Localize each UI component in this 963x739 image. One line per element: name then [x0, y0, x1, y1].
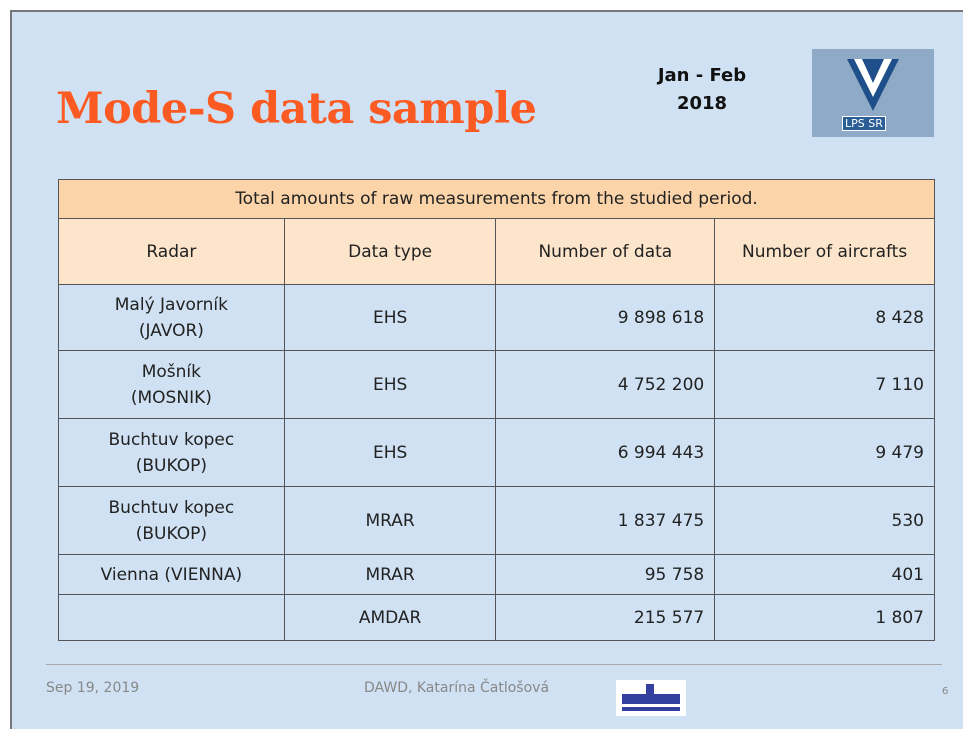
- footer-rule: [46, 664, 942, 665]
- table-row: Buchtuv kopec (BUKOP) MRAR 1 837 475 530: [58, 486, 935, 555]
- table-cell: Buchtuv kopec (BUKOP): [58, 418, 285, 487]
- table-cell: EHS: [283, 350, 497, 419]
- table-caption: Total amounts of raw measurements from t…: [58, 179, 935, 219]
- data-table: Total amounts of raw measurements from t…: [58, 179, 935, 641]
- table-cell: 401: [714, 554, 935, 595]
- column-header: Data type: [283, 218, 497, 285]
- slide: Mode-S data sample Jan - Feb 2018 LPS SR…: [10, 10, 963, 729]
- table-cell: 9 898 618: [495, 284, 716, 351]
- table-cell: Malý Javorník (JAVOR): [58, 284, 285, 351]
- table-cell: 1 807: [714, 594, 935, 641]
- table-cell: Vienna (VIENNA): [58, 554, 285, 595]
- table-cell: 530: [714, 486, 935, 555]
- footer-author: DAWD, Katarína Čatlošová: [364, 680, 550, 696]
- table-cell: 4 752 200: [495, 350, 716, 419]
- header-row: Radar Data type Number of data Number of ai…: [58, 218, 935, 285]
- table-cell: 8 428: [714, 284, 935, 351]
- table-cell: 6 994 443: [495, 418, 716, 487]
- table-row: Malý Javorník (JAVOR) EHS 9 898 618 8 428: [58, 284, 935, 351]
- table-cell: EHS: [283, 418, 497, 487]
- table-cell: Mošník (MOSNIK): [58, 350, 285, 419]
- table-cell: MRAR: [283, 554, 497, 595]
- logo-text: LPS SR: [842, 116, 886, 131]
- table-cell: EHS: [283, 284, 497, 351]
- column-header: Radar: [58, 218, 285, 285]
- date-range: Jan - Feb 2018: [657, 65, 747, 114]
- page-number: 6: [942, 686, 949, 697]
- column-header: Number of aircrafts: [714, 218, 935, 285]
- table-cell: 7 110: [714, 350, 935, 419]
- table-row: AMDAR 215 577 1 807: [58, 594, 935, 641]
- column-header: Number of data: [495, 218, 716, 285]
- table-cell: AMDAR: [283, 594, 497, 641]
- table-row: Vienna (VIENNA) MRAR 95 758 401: [58, 554, 935, 595]
- footer-date: Sep 19, 2019: [46, 680, 140, 696]
- table-cell: 215 577: [495, 594, 716, 641]
- logo-mark: [847, 59, 899, 111]
- table-cell: 9 479: [714, 418, 935, 487]
- table-row: Buchtuv kopec (BUKOP) EHS 6 994 443 9 479: [58, 418, 935, 487]
- table-cell: MRAR: [283, 486, 497, 555]
- table-cell: 95 758: [495, 554, 716, 595]
- caption-row: Total amounts of raw measurements from t…: [58, 179, 935, 219]
- table-cell: [58, 594, 285, 641]
- table-cell: 1 837 475: [495, 486, 716, 555]
- table-cell: Buchtuv kopec (BUKOP): [58, 486, 285, 555]
- table-row: Mošník (MOSNIK) EHS 4 752 200 7 110: [58, 350, 935, 419]
- shmu-logo: [616, 680, 686, 716]
- slide-title: Mode-S data sample: [56, 84, 537, 134]
- logo: LPS SR: [812, 49, 934, 137]
